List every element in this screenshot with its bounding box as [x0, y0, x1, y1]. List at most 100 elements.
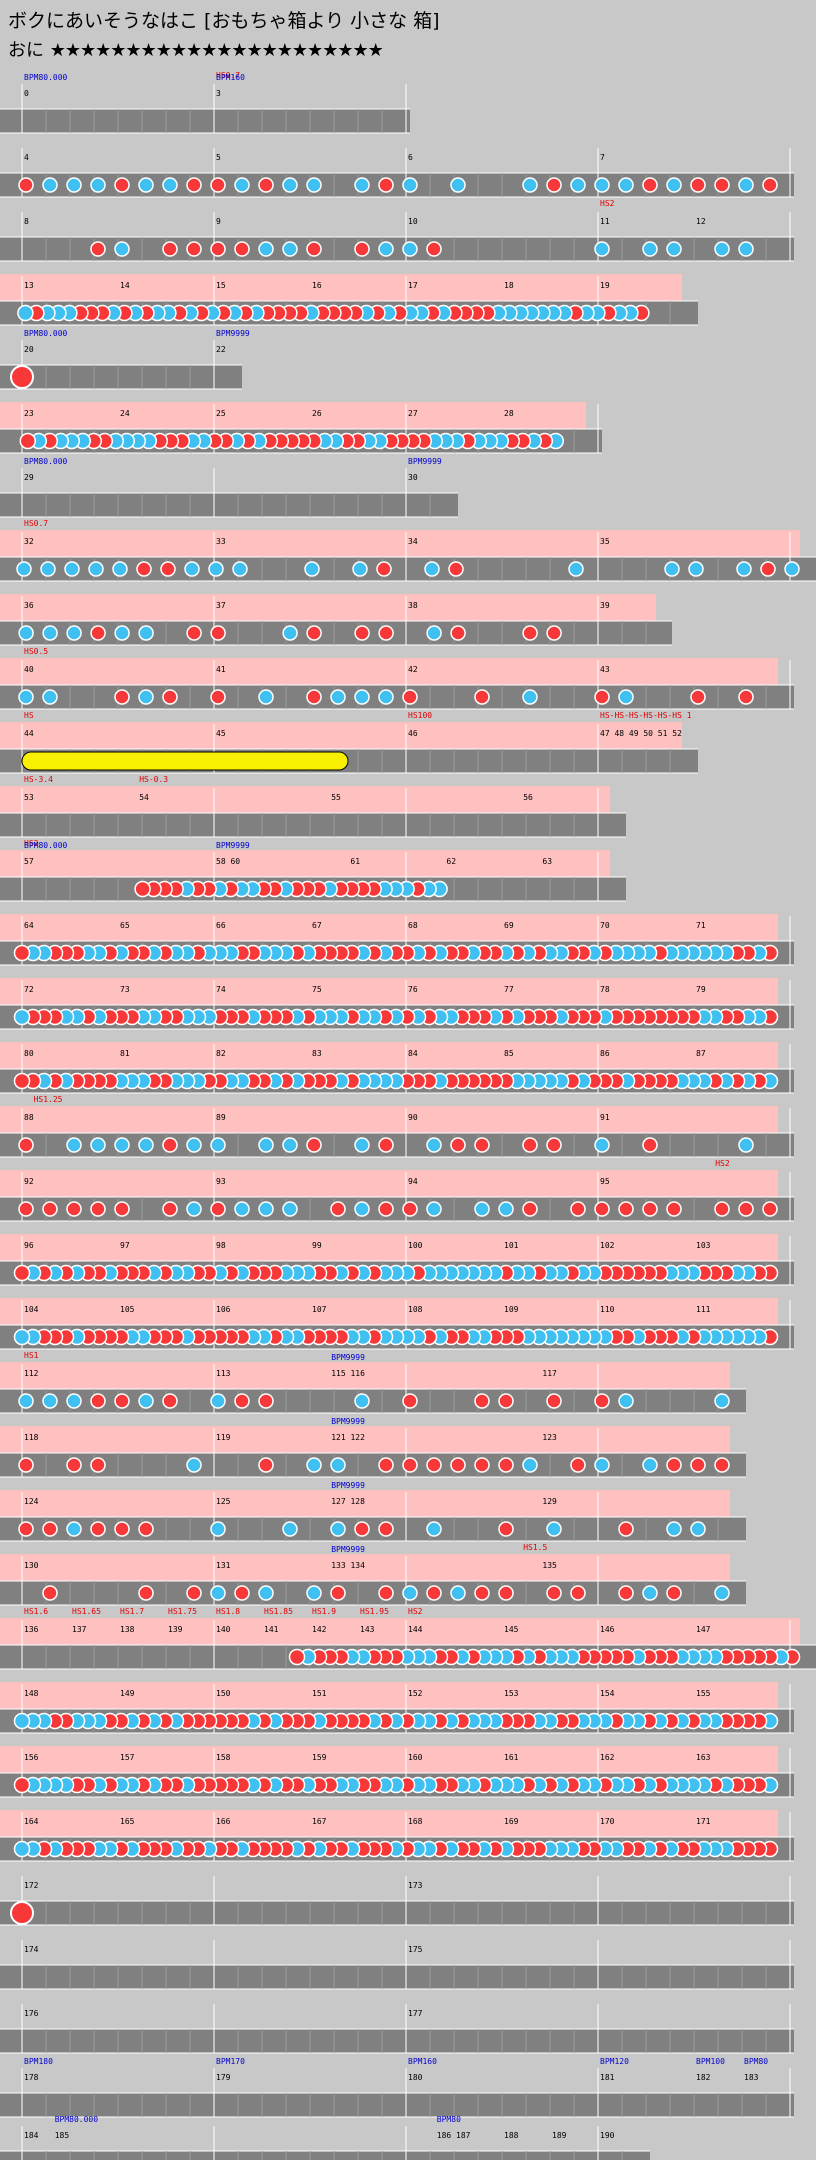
bpm-label: BPM80.000 [24, 73, 68, 82]
ka-note [426, 1521, 442, 1537]
don-note [594, 689, 610, 705]
bpm-label: BPM100 [696, 2057, 725, 2066]
lane [0, 109, 410, 133]
don-note [666, 1585, 682, 1601]
don-note [450, 1457, 466, 1473]
measure-number: 68 [408, 921, 418, 930]
measure-number: 102 [600, 1241, 615, 1250]
scroll-speed-label: HS1.8 [216, 1607, 241, 1616]
don-note [162, 241, 178, 257]
don-note [258, 1393, 274, 1409]
measure-number: 38 [408, 601, 418, 610]
ka-note [666, 1521, 682, 1537]
scroll-speed-label: HS0.5 [24, 647, 49, 656]
measure-number: 111 [696, 1305, 711, 1314]
measure-number: 16 [312, 281, 322, 290]
don-note [162, 1201, 178, 1217]
lane [0, 1901, 794, 1925]
ka-note [378, 689, 394, 705]
don-note [114, 1521, 130, 1537]
ka-note [90, 177, 106, 193]
don-note [546, 1137, 562, 1153]
gogo-band [0, 1426, 730, 1455]
ka-note [354, 1137, 370, 1153]
measure-number: 163 [696, 1753, 711, 1762]
don-note [450, 1137, 466, 1153]
scroll-speed-label: HS-3.4 [24, 775, 53, 784]
measure-number: 183 [744, 2073, 759, 2082]
measure-number: 188 [504, 2131, 519, 2140]
ka-note [282, 1521, 298, 1537]
measure-number: 28 [504, 409, 514, 418]
ka-note [642, 1457, 658, 1473]
measure-number: 81 [120, 1049, 130, 1058]
don-note [570, 1201, 586, 1217]
measure-number: 56 [523, 793, 533, 802]
lane [0, 1389, 746, 1413]
don-note [234, 241, 250, 257]
ka-note [13, 1328, 31, 1346]
ka-note [258, 1585, 274, 1601]
measure-number: 110 [600, 1305, 615, 1314]
measure-number: 171 [696, 1817, 711, 1826]
measure-number: 12 [696, 217, 706, 226]
measure-number: 124 [24, 1497, 39, 1506]
don-note [160, 561, 176, 577]
measure-number: 168 [408, 1817, 423, 1826]
measure-number: 86 [600, 1049, 610, 1058]
ka-note [114, 241, 130, 257]
gogo-band [0, 978, 778, 1007]
don-note [18, 1457, 34, 1473]
measure-number: 178 [24, 2073, 39, 2082]
measure-number: 107 [312, 1305, 327, 1314]
gogo-band [0, 1234, 778, 1263]
lane [0, 2093, 794, 2117]
don-note [402, 689, 418, 705]
don-note [666, 1457, 682, 1473]
ka-note [258, 689, 274, 705]
lane [0, 1517, 746, 1541]
measure-number: 108 [408, 1305, 423, 1314]
measure-number: 91 [600, 1113, 610, 1122]
lane [0, 493, 458, 517]
gogo-band [0, 1746, 778, 1775]
ka-note [738, 177, 754, 193]
measure-number: 157 [120, 1753, 135, 1762]
measure-number: 162 [600, 1753, 615, 1762]
scroll-speed-label: HS1.9 [312, 1607, 337, 1616]
measure-number: 32 [24, 537, 34, 546]
measure-number: 61 [350, 857, 361, 866]
don-note [234, 1393, 250, 1409]
measure-number: 138 [120, 1625, 135, 1634]
don-note [330, 1585, 346, 1601]
measure-number: 19 [600, 281, 610, 290]
measure-number: 117 [542, 1369, 557, 1378]
scroll-speed-label: HS-HS-HS-HS-HS-HS 1 [600, 711, 692, 720]
chart-title: ボクにあいそうなはこ [おもちゃ箱より 小さな 箱] [8, 10, 440, 32]
ka-note [474, 1201, 490, 1217]
ka-note [354, 689, 370, 705]
ka-note [13, 1712, 31, 1730]
measure-number: 173 [408, 1881, 423, 1890]
gogo-band [0, 274, 682, 303]
ka-note [664, 561, 680, 577]
ka-note [210, 1393, 226, 1409]
measure-number: 41 [216, 665, 226, 674]
ka-note [666, 241, 682, 257]
ka-note [352, 561, 368, 577]
measure-number: 73 [120, 985, 130, 994]
difficulty-line: おに ★★★★★★★★★★★★★★★★★★★★★★ [8, 36, 384, 62]
scroll-speed-label: HS1.7 [120, 1607, 145, 1616]
measure-number: 141 [264, 1625, 279, 1634]
measure-number: 174 [24, 1945, 39, 1954]
don-note [186, 177, 202, 193]
ka-note [738, 1137, 754, 1153]
measure-number: 121 122 [331, 1433, 365, 1442]
bpm-label: BPM80 [436, 2115, 461, 2124]
measure-number: 136 [24, 1625, 39, 1634]
measure-number: 79 [696, 985, 706, 994]
measure-number: 18 [504, 281, 514, 290]
measure-number: 46 [408, 729, 418, 738]
don-note [474, 1137, 490, 1153]
don-note [19, 432, 37, 450]
